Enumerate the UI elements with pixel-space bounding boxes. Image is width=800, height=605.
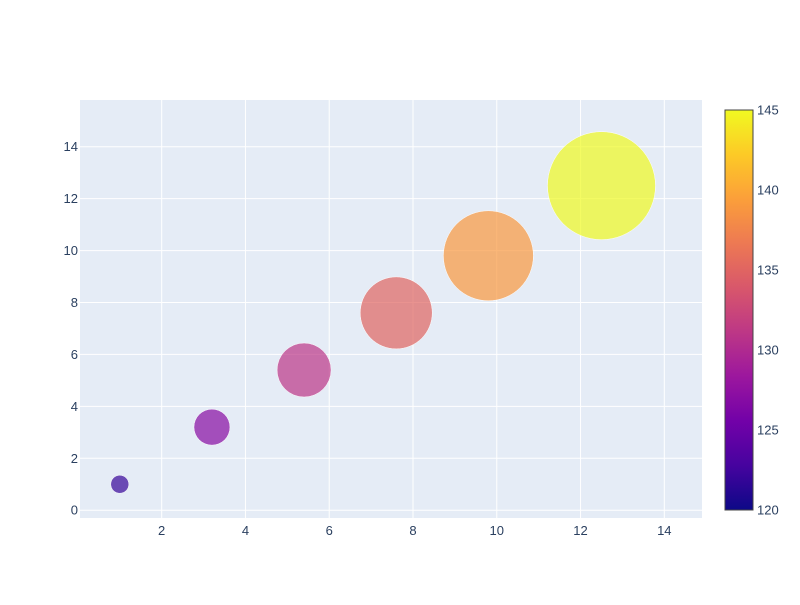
x-tick-label: 4 xyxy=(242,523,249,538)
bubble-point[interactable] xyxy=(443,210,534,302)
x-tick-label: 14 xyxy=(657,523,671,538)
colorbar-tick-label: 125 xyxy=(757,423,779,438)
colorbar-scale xyxy=(724,109,754,511)
x-tick-label: 2 xyxy=(158,523,165,538)
x-tick-label: 6 xyxy=(326,523,333,538)
y-tick-label: 2 xyxy=(71,451,78,466)
y-tick-label: 0 xyxy=(71,503,78,518)
x-axis: 2 4 6 8 10 12 14 xyxy=(158,523,671,538)
x-tick-label: 12 xyxy=(573,523,587,538)
colorbar-tick-label: 145 xyxy=(757,103,779,118)
x-tick-label: 8 xyxy=(409,523,416,538)
bubble-point[interactable] xyxy=(193,408,231,446)
colorbar-tick-label: 130 xyxy=(757,343,779,358)
bubble-point[interactable] xyxy=(547,131,656,240)
y-tick-label: 10 xyxy=(64,243,78,258)
bubble-point[interactable] xyxy=(359,276,433,350)
colorbar-tick-label: 120 xyxy=(757,503,779,518)
bubble-point[interactable] xyxy=(110,474,130,494)
colorbar: 120 125 130 135 140 145 xyxy=(724,103,779,518)
y-tick-label: 14 xyxy=(64,139,78,154)
data-points xyxy=(110,131,656,494)
y-tick-label: 4 xyxy=(71,399,78,414)
bubble-point[interactable] xyxy=(276,342,332,398)
y-axis: 0 2 4 6 8 10 12 14 xyxy=(64,139,78,517)
y-tick-label: 6 xyxy=(71,347,78,362)
grid-lines xyxy=(80,100,702,518)
colorbar-tick-label: 140 xyxy=(757,183,779,198)
y-tick-label: 8 xyxy=(71,295,78,310)
x-tick-label: 10 xyxy=(490,523,504,538)
colorbar-tick-label: 135 xyxy=(757,263,779,278)
y-tick-label: 12 xyxy=(64,191,78,206)
